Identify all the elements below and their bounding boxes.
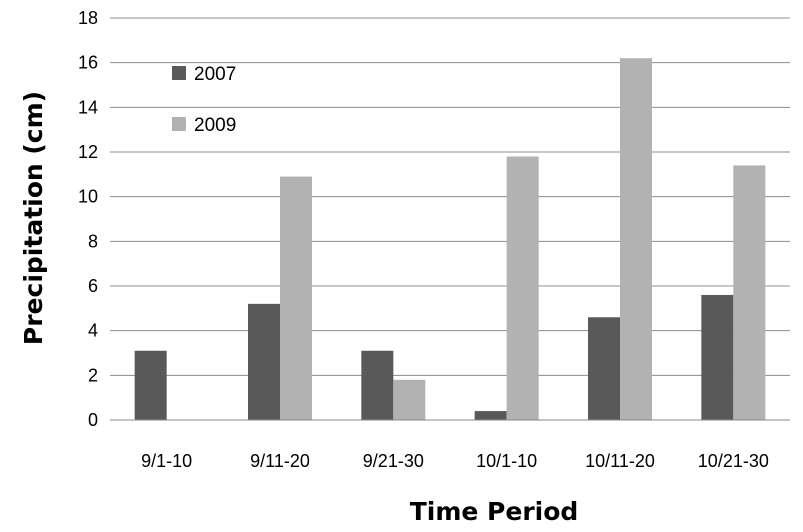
y-tick-label: 0 (88, 410, 98, 430)
bar-2007-1 (134, 350, 167, 420)
bar-2007-3 (361, 350, 394, 420)
x-axis-ticks: 9/1-10 9/11-20 9/21-30 10/1-10 10/11-20 10/21… (141, 451, 769, 471)
x-tick-label: 10/11-20 (585, 451, 655, 471)
bar-2009-3 (393, 379, 426, 420)
y-tick-label: 10 (78, 187, 98, 207)
bar-2009-2 (280, 176, 312, 420)
x-tick-label: 10/21-30 (698, 451, 769, 471)
legend-swatch-2009 (172, 117, 186, 131)
bar-2007-6 (701, 294, 734, 420)
x-tick-label: 10/1-10 (476, 451, 537, 471)
bar-2007-2 (248, 303, 280, 420)
bar-2009-5 (620, 58, 652, 420)
y-tick-label: 2 (88, 365, 98, 385)
legend-label-2007: 2007 (194, 64, 236, 85)
bar-2007-4 (474, 411, 507, 420)
bar-2009-4 (506, 156, 539, 420)
y-tick-label: 6 (88, 276, 98, 296)
y-tick-label: 14 (78, 97, 98, 117)
y-tick-label: 16 (78, 53, 98, 73)
x-tick-label: 9/1-10 (141, 451, 192, 471)
bars (134, 58, 766, 420)
y-tick-label: 18 (78, 8, 98, 28)
gridlines (110, 17, 790, 376)
y-axis-title: Precipitation (cm) (19, 91, 48, 345)
x-axis-title: Time Period (410, 497, 579, 526)
y-tick-label: 4 (88, 321, 98, 341)
legend: 2007 2009 (172, 64, 236, 136)
x-tick-label: 9/21-30 (363, 451, 424, 471)
x-tick-label: 9/11-20 (250, 451, 310, 471)
y-tick-label: 8 (88, 231, 98, 251)
y-axis-ticks: 0 2 4 6 8 10 12 14 16 18 (78, 8, 98, 430)
y-tick-label: 12 (78, 142, 98, 162)
bar-2007-5 (588, 317, 620, 420)
bar-2009-6 (733, 165, 766, 420)
legend-swatch-2007 (172, 66, 186, 80)
legend-label-2009: 2009 (194, 115, 236, 136)
